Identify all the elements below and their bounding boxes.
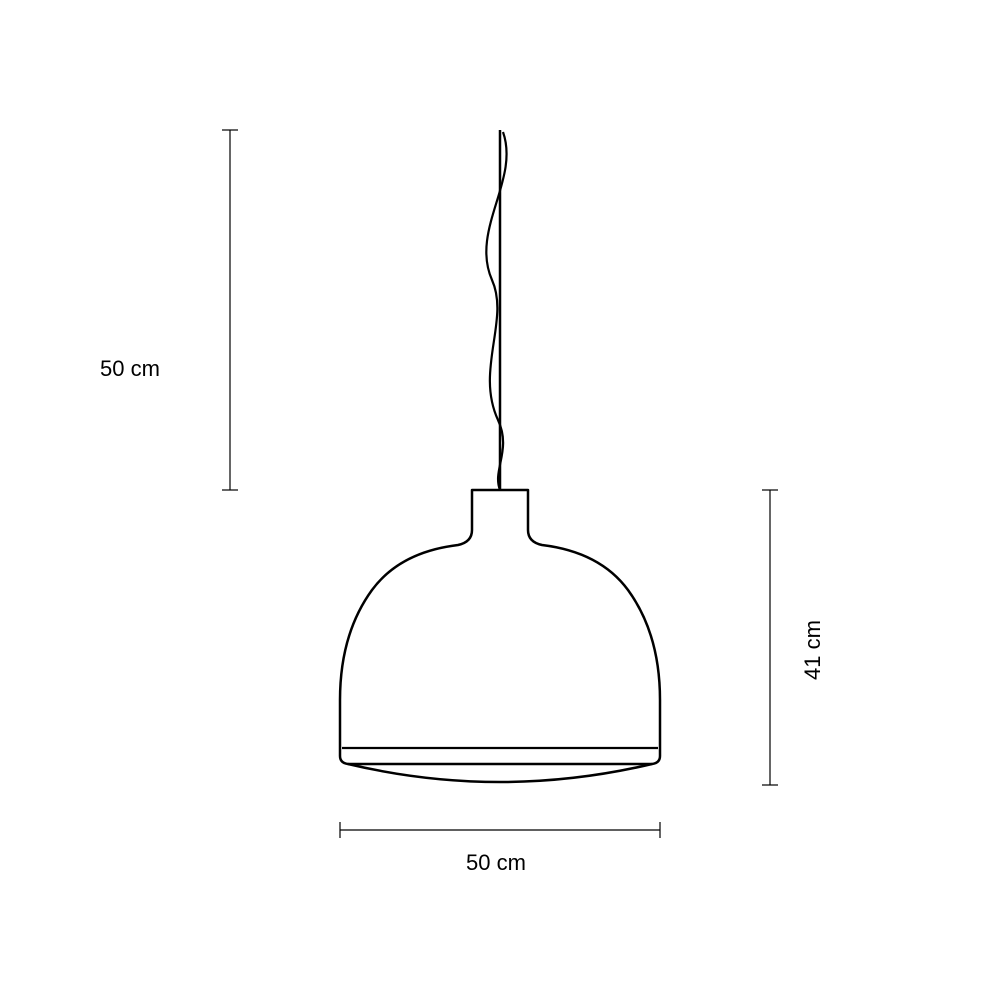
dim-line-cord-height [222, 130, 238, 490]
label-lamp-height: 41 cm [800, 620, 826, 680]
dim-line-lamp-width [340, 822, 660, 838]
label-cord-height: 50 cm [100, 356, 160, 382]
lamp-body [340, 490, 660, 782]
diagram-container: 50 cm 41 cm 50 cm [0, 0, 1000, 1000]
label-lamp-width: 50 cm [466, 850, 526, 876]
pendant-cord [486, 130, 506, 490]
dim-line-lamp-height [762, 490, 778, 785]
